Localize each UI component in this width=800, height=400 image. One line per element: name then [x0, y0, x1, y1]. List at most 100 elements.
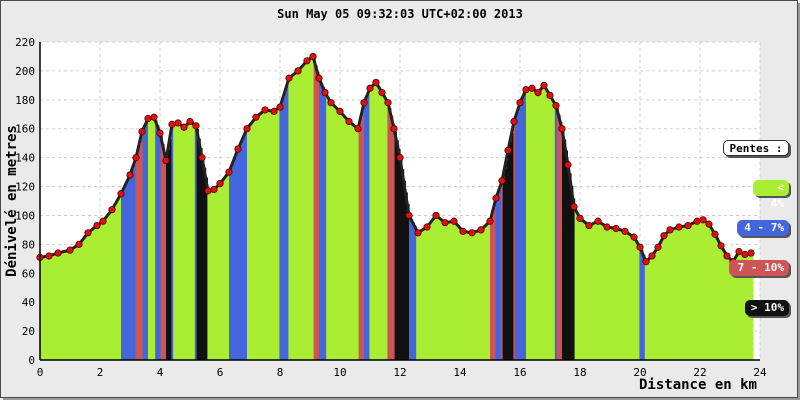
slope-bar	[731, 259, 734, 360]
slope-bar	[238, 148, 241, 360]
slope-bar	[77, 245, 81, 360]
slope-bar	[349, 121, 352, 361]
slope-bar	[662, 238, 666, 360]
slope-bar	[383, 95, 387, 360]
slope-bar	[322, 86, 325, 361]
slope-bar	[684, 226, 687, 360]
slope-bar	[711, 228, 714, 360]
slope-bar	[353, 124, 356, 360]
elevation-point	[156, 129, 164, 137]
x-tick-label: 2	[97, 366, 104, 379]
slope-bar	[704, 220, 707, 360]
elevation-point	[585, 221, 593, 230]
slope-bar	[454, 221, 457, 360]
slope-bar	[437, 216, 441, 360]
slope-bar	[369, 89, 372, 360]
elevation-point	[504, 146, 512, 155]
slope-bar	[666, 233, 669, 360]
slope-bar	[459, 227, 462, 360]
slope-bar	[612, 227, 615, 360]
elevation-point	[192, 122, 200, 130]
slope-bar	[594, 222, 597, 360]
slope-bar	[734, 258, 738, 360]
slope-bar	[178, 123, 181, 360]
elevation-point	[384, 99, 392, 107]
elevation-points	[36, 52, 755, 266]
elevation-point	[564, 161, 572, 169]
slope-bar	[524, 93, 527, 361]
slope-bar	[509, 141, 513, 360]
slope-bar	[281, 103, 284, 360]
slope-bar	[286, 85, 289, 360]
slope-bar	[171, 128, 174, 360]
slope-bar	[428, 224, 432, 360]
slope-bar	[529, 88, 532, 360]
slope-bar	[299, 69, 302, 360]
slope-bar	[517, 112, 520, 360]
slope-bar	[257, 115, 261, 360]
slope-bar	[603, 224, 606, 360]
elevation-point	[84, 229, 92, 237]
slope-bar	[43, 256, 46, 360]
slope-bar	[560, 121, 563, 360]
elevation-point	[126, 171, 134, 179]
slope-bar	[713, 231, 716, 360]
elevation-point	[366, 84, 374, 92]
slope-bar	[673, 228, 676, 360]
elevation-point	[276, 103, 284, 111]
slope-bar	[209, 190, 212, 360]
slope-bar	[661, 241, 664, 360]
slope-bar	[632, 235, 635, 360]
slope-bar	[475, 231, 478, 360]
slope-bar	[446, 222, 450, 360]
slope-bar	[472, 232, 475, 360]
slope-bar	[592, 223, 595, 360]
slope-bar	[695, 222, 698, 360]
slope-bar	[297, 71, 300, 361]
slope-bar	[655, 250, 658, 360]
slope-bar	[166, 160, 169, 360]
slope-bar	[448, 222, 451, 360]
slope-bar	[412, 222, 415, 360]
slope-bar	[263, 111, 266, 360]
elevation-point	[441, 219, 449, 227]
elevation-point	[372, 78, 380, 87]
slope-bar	[133, 164, 136, 360]
slope-bar	[333, 105, 336, 360]
slope-bar	[295, 72, 298, 360]
slope-bar	[628, 233, 631, 360]
slope-bar	[740, 252, 743, 360]
elevation-point	[285, 74, 293, 82]
slope-bar	[162, 144, 165, 360]
slope-bar	[385, 98, 388, 361]
slope-bar	[50, 255, 54, 360]
slope-bar	[522, 97, 525, 360]
slope-bar	[207, 187, 210, 360]
slope-bar	[232, 162, 235, 360]
elevation-point	[516, 99, 524, 107]
slope-bar	[335, 106, 338, 360]
slope-bar	[320, 82, 324, 361]
slope-bar	[583, 221, 586, 360]
elevation-point	[144, 115, 152, 123]
slope-bar	[659, 244, 662, 360]
slope-bar	[648, 259, 651, 360]
slope-bar	[558, 114, 561, 360]
slope-bar	[677, 227, 680, 360]
slope-bar	[288, 80, 291, 361]
slope-bar	[679, 227, 682, 360]
slope-bar	[218, 185, 221, 360]
slope-bar	[434, 217, 437, 360]
slope-bar	[450, 221, 453, 360]
slope-bars	[40, 57, 754, 361]
slope-bar	[486, 224, 489, 360]
slope-bar	[124, 186, 127, 360]
elevation-point	[534, 88, 542, 97]
slope-bar	[74, 247, 77, 360]
slope-bar	[488, 222, 491, 360]
elevation-point	[378, 88, 386, 97]
slope-bar	[194, 124, 198, 361]
slope-bar	[644, 258, 648, 360]
slope-bar	[272, 111, 275, 360]
slope-bar	[626, 232, 630, 360]
